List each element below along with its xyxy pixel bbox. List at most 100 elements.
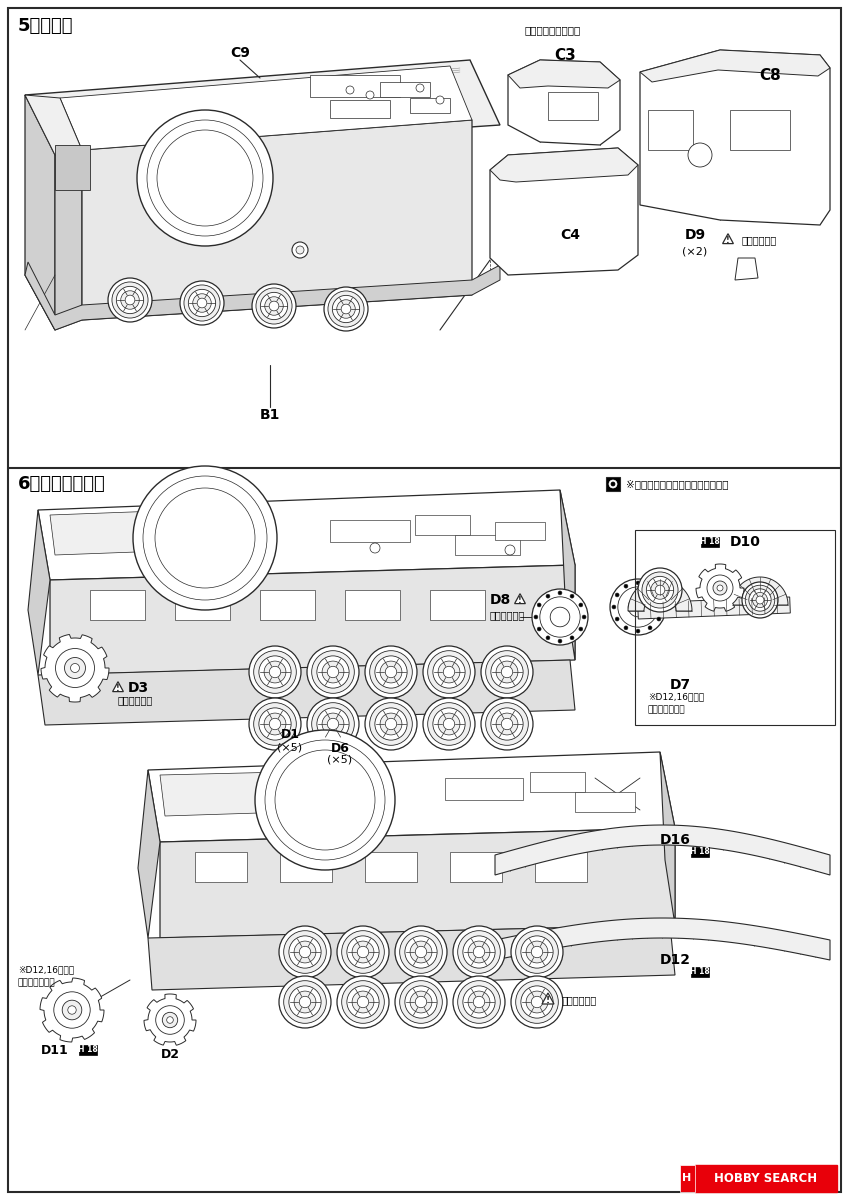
Text: D11: D11 [41, 1044, 69, 1056]
Polygon shape [38, 490, 575, 580]
Circle shape [108, 278, 152, 322]
Text: !: ! [518, 596, 522, 605]
Polygon shape [25, 95, 82, 155]
Bar [430, 590, 485, 620]
Text: D3: D3 [128, 680, 149, 695]
Polygon shape [160, 772, 290, 816]
Bar [330, 520, 410, 542]
Text: 6《転輪・履帯》: 6《転輪・履帯》 [18, 475, 106, 493]
Circle shape [328, 290, 364, 328]
Circle shape [337, 926, 389, 978]
Circle shape [254, 650, 296, 694]
Text: H 18: H 18 [690, 967, 710, 977]
Circle shape [166, 1016, 173, 1024]
Bar [648, 110, 693, 150]
Circle shape [713, 581, 727, 595]
Circle shape [611, 482, 615, 486]
Circle shape [264, 713, 286, 734]
Circle shape [365, 698, 417, 750]
Circle shape [352, 941, 374, 962]
Circle shape [463, 936, 495, 968]
Circle shape [341, 980, 385, 1024]
Text: 向きに注意。: 向きに注意。 [742, 235, 777, 245]
Text: D12: D12 [660, 953, 691, 967]
Circle shape [332, 295, 360, 323]
Circle shape [745, 586, 775, 614]
Circle shape [197, 298, 207, 308]
Bar [175, 590, 230, 620]
Bar [195, 852, 247, 882]
Circle shape [265, 296, 284, 316]
Text: B1: B1 [260, 408, 280, 422]
Circle shape [558, 640, 562, 643]
Bar [345, 590, 400, 620]
Bar [260, 590, 315, 620]
Bar [415, 515, 470, 535]
Bar [730, 110, 790, 150]
Circle shape [618, 587, 658, 628]
Text: D16: D16 [660, 833, 691, 847]
Circle shape [269, 666, 281, 678]
Text: 向きに注意。: 向きに注意。 [118, 695, 154, 704]
Circle shape [453, 926, 505, 978]
Circle shape [259, 708, 291, 740]
Bar [575, 792, 635, 812]
Circle shape [252, 284, 296, 328]
Circle shape [501, 719, 513, 730]
Circle shape [400, 980, 442, 1024]
Bar [695, 1165, 837, 1192]
Polygon shape [490, 148, 638, 275]
Circle shape [473, 947, 485, 958]
Circle shape [496, 713, 518, 734]
Circle shape [501, 666, 513, 678]
Polygon shape [41, 635, 109, 702]
Polygon shape [148, 752, 675, 842]
Bar [635, 530, 835, 725]
Circle shape [540, 596, 580, 637]
Circle shape [385, 666, 396, 678]
Bar [280, 852, 332, 882]
Circle shape [317, 656, 349, 688]
Circle shape [642, 572, 678, 608]
Circle shape [259, 656, 291, 688]
Circle shape [537, 628, 541, 631]
Circle shape [193, 294, 211, 312]
Polygon shape [508, 60, 620, 88]
Circle shape [531, 996, 543, 1008]
Circle shape [284, 980, 326, 1024]
Circle shape [62, 1001, 82, 1020]
Circle shape [385, 719, 396, 730]
Circle shape [570, 594, 574, 598]
Circle shape [366, 91, 374, 98]
Circle shape [55, 648, 94, 688]
Circle shape [742, 582, 778, 618]
Bar [90, 590, 145, 620]
Circle shape [300, 996, 311, 1008]
Polygon shape [60, 66, 472, 150]
Polygon shape [25, 262, 500, 330]
Text: ※左側も全て同様に取り付けます。: ※左側も全て同様に取り付けます。 [626, 479, 728, 490]
Polygon shape [138, 770, 160, 938]
Circle shape [322, 661, 344, 683]
Circle shape [624, 584, 628, 588]
Circle shape [486, 650, 528, 694]
Text: 取り付けます。: 取り付けます。 [648, 706, 686, 714]
Circle shape [657, 593, 661, 596]
Circle shape [289, 986, 321, 1018]
Text: H 18: H 18 [700, 538, 720, 546]
Circle shape [546, 636, 550, 640]
Circle shape [347, 986, 380, 1018]
Text: D6: D6 [330, 742, 350, 755]
Circle shape [405, 986, 437, 1018]
Circle shape [188, 289, 216, 317]
Text: (×5): (×5) [328, 755, 352, 766]
Circle shape [370, 542, 380, 553]
Polygon shape [490, 148, 638, 182]
Text: ※D12,16の後に: ※D12,16の後に [648, 692, 704, 702]
Polygon shape [28, 510, 50, 674]
Circle shape [651, 581, 669, 599]
Circle shape [707, 575, 733, 601]
Text: 後部大型バスケット: 後部大型バスケット [525, 25, 582, 35]
Circle shape [537, 602, 541, 607]
Circle shape [380, 713, 402, 734]
